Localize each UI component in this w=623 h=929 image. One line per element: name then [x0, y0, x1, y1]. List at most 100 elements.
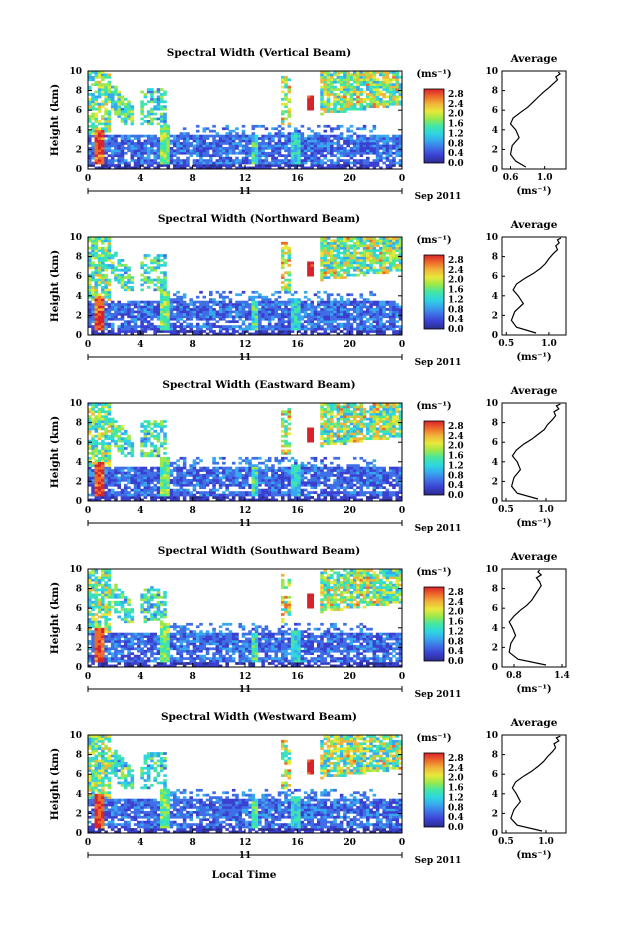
heatmap-cell [277, 491, 282, 494]
heatmap-cell [359, 154, 364, 158]
heatmap-cell [225, 164, 229, 167]
heatmap-cell [205, 474, 210, 477]
heatmap-cell [261, 498, 265, 502]
heatmap-cell [199, 474, 203, 477]
heatmap-cell [114, 476, 118, 480]
heatmap-cell [258, 498, 262, 502]
heatmap-cell [274, 305, 279, 309]
heatmap-cell [231, 476, 236, 480]
heatmap-cell [94, 442, 99, 445]
heatmap-cell [166, 129, 171, 133]
heatmap-cell [159, 486, 164, 490]
heatmap-cell [91, 83, 95, 86]
heatmap-cell [372, 246, 377, 250]
heatmap-cell [346, 75, 350, 79]
heatmap-cell [277, 476, 282, 480]
heatmap-cell [140, 476, 144, 480]
y-tick-label: 2 [76, 311, 82, 321]
heatmap-cell [101, 122, 105, 126]
heatmap-cell [274, 325, 279, 328]
heatmap-cell [195, 142, 200, 145]
heatmap-cell [392, 327, 396, 331]
heatmap-cell [97, 308, 102, 311]
heatmap-cell [225, 142, 229, 145]
heatmap-cell [231, 146, 236, 150]
heatmap-cell [110, 161, 115, 165]
heatmap-cell [366, 308, 370, 311]
heatmap-cell [245, 466, 249, 470]
heatmap-cell [339, 85, 344, 89]
heatmap-cell [336, 93, 341, 96]
heatmap-cell [346, 251, 350, 255]
heatmap-cell [333, 310, 337, 314]
heatmap-cell [264, 464, 269, 467]
heatmap-cell [349, 322, 354, 326]
heatmap-cell [163, 464, 167, 467]
heatmap-cell [104, 254, 108, 257]
heatmap-cell [369, 266, 373, 270]
heatmap-cell [120, 134, 125, 138]
heatmap-cell [186, 488, 190, 492]
heatmap-cell [388, 261, 393, 265]
heatmap-cell [339, 295, 344, 299]
heatmap-cell [166, 310, 171, 314]
heatmap-cell [379, 154, 383, 158]
heatmap-cell [284, 75, 288, 79]
heatmap-cell [323, 290, 328, 294]
heatmap-cell [280, 439, 285, 443]
heatmap-cell [313, 159, 318, 162]
heatmap-cell [218, 166, 223, 170]
heatmap-cell [333, 110, 337, 113]
heatmap-cell [241, 496, 246, 499]
heatmap-cell [212, 491, 216, 494]
heatmap-cell [117, 449, 122, 453]
heatmap-cell [173, 496, 177, 499]
heatmap-cell [316, 303, 321, 306]
heatmap-cell [290, 161, 295, 165]
heatmap-cell [349, 308, 354, 311]
heatmap-cell [323, 85, 328, 89]
heatmap-cell [179, 298, 184, 301]
heatmap-cell [261, 305, 265, 309]
heatmap-cell [323, 78, 328, 82]
heatmap-cell [97, 466, 102, 470]
heatmap-cell [330, 327, 334, 331]
heatmap-cell [179, 315, 184, 319]
heatmap-cell [369, 327, 373, 331]
heatmap-cell [271, 315, 275, 319]
heatmap-cell [320, 149, 324, 153]
heatmap-cell [284, 300, 288, 304]
heatmap-cell [159, 137, 164, 140]
heatmap-cell [195, 481, 200, 485]
heatmap-cell [346, 159, 350, 162]
heatmap-cell [159, 161, 164, 165]
heatmap-cell [280, 112, 285, 116]
heatmap-cell [110, 93, 115, 96]
heatmap-cell [189, 481, 193, 485]
heatmap-cell [104, 268, 108, 272]
heatmap-cell [245, 325, 249, 328]
heatmap-cell [277, 325, 282, 328]
heatmap-cell [369, 146, 373, 150]
heatmap-cell [343, 315, 347, 319]
heatmap-cell [107, 410, 112, 414]
heatmap-cell [163, 127, 167, 131]
heatmap-cell [97, 237, 102, 240]
heatmap-cell [153, 100, 157, 104]
heatmap-cell [287, 78, 292, 82]
colorbar-tick-label: 0.0 [448, 325, 464, 335]
heatmap-cell [114, 439, 118, 443]
heatmap-cell [166, 456, 171, 460]
heatmap-cell [258, 146, 262, 150]
heatmap-cell [284, 469, 288, 472]
heatmap-cell [284, 261, 288, 265]
heatmap-cell [156, 315, 161, 319]
heatmap-cell [359, 310, 364, 314]
heatmap-cell [114, 332, 118, 336]
heatmap-cell [330, 73, 334, 77]
heatmap-cell [261, 144, 265, 148]
heatmap-cell [156, 491, 161, 494]
heatmap-cell [359, 144, 364, 148]
heatmap-cell [369, 310, 373, 314]
heatmap-cell [153, 310, 157, 314]
